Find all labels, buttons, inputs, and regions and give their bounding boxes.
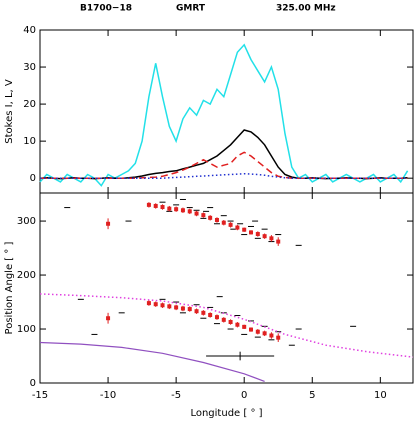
pa-point — [242, 227, 247, 232]
y-tick-label: 10 — [23, 136, 36, 147]
pa-point — [214, 217, 219, 222]
y-tick-label: 0 — [30, 378, 36, 389]
pulsar-name: B1700−18 — [80, 4, 132, 14]
pa-point — [167, 304, 172, 309]
profile-line — [39, 43, 409, 187]
pa-point — [269, 236, 274, 241]
pa-point — [146, 202, 151, 207]
pa-point — [106, 221, 111, 226]
rvm-fit — [39, 293, 414, 358]
frequency: 325.00 MHz — [276, 4, 336, 14]
y-tick-label: 40 — [23, 25, 36, 36]
profile-line — [40, 172, 408, 179]
rvm-fit-alt — [39, 341, 265, 382]
x-tick-label: -10 — [100, 390, 116, 401]
pa-point — [249, 327, 254, 332]
pa-point — [201, 213, 206, 218]
pa-point — [235, 322, 240, 327]
plot-frame — [39, 192, 414, 384]
pa-point — [269, 333, 274, 338]
x-tick-label: 5 — [309, 390, 315, 401]
pa-point — [208, 312, 213, 317]
pa-point — [249, 230, 254, 235]
y-tick-label: 100 — [17, 324, 36, 335]
pa-point — [228, 320, 233, 325]
telescope: GMRT — [176, 4, 206, 14]
x-tick-label: 10 — [374, 390, 387, 401]
pa-point — [262, 331, 267, 336]
pa-point — [221, 220, 226, 225]
pa-point — [242, 324, 247, 329]
pa-point — [276, 239, 281, 244]
pa-point — [146, 301, 151, 306]
pa-point — [208, 215, 213, 220]
pa-point — [201, 310, 206, 315]
plot-frame — [39, 29, 414, 194]
pa-point — [174, 305, 179, 310]
pa-point — [255, 232, 260, 237]
y-tick-label: 200 — [17, 270, 36, 281]
pa-point — [153, 302, 158, 307]
pa-point — [276, 335, 281, 340]
profile-line — [40, 151, 408, 179]
pa-point — [167, 206, 172, 211]
y-axis-label: Position Angle [ ° ] — [4, 241, 15, 334]
pa-point — [106, 316, 111, 321]
pa-point — [180, 208, 185, 213]
pa-point — [228, 222, 233, 227]
y-tick-label: 20 — [23, 99, 36, 110]
pa-point — [255, 329, 260, 334]
pa-point — [194, 211, 199, 216]
y-tick-label: 30 — [23, 62, 36, 73]
x-tick-label: -15 — [32, 390, 48, 401]
pa-point — [221, 317, 226, 322]
x-tick-label: -5 — [171, 390, 181, 401]
pa-point — [187, 307, 192, 312]
y-tick-label: 300 — [17, 216, 36, 227]
y-axis-label: Stokes I, L, V — [4, 79, 15, 144]
x-axis-label: Longitude [ ° ] — [190, 408, 262, 419]
pa-point — [194, 309, 199, 314]
pa-point — [180, 306, 185, 311]
pa-point — [160, 303, 165, 308]
pa-point — [153, 203, 158, 208]
pa-point — [174, 207, 179, 212]
pa-point — [262, 234, 267, 239]
pa-point — [214, 315, 219, 320]
pa-point — [187, 209, 192, 214]
x-tick-label: 0 — [241, 390, 247, 401]
pa-point — [235, 225, 240, 230]
pa-point — [160, 205, 165, 210]
y-tick-label: 0 — [30, 173, 36, 184]
profile-line — [39, 129, 408, 180]
